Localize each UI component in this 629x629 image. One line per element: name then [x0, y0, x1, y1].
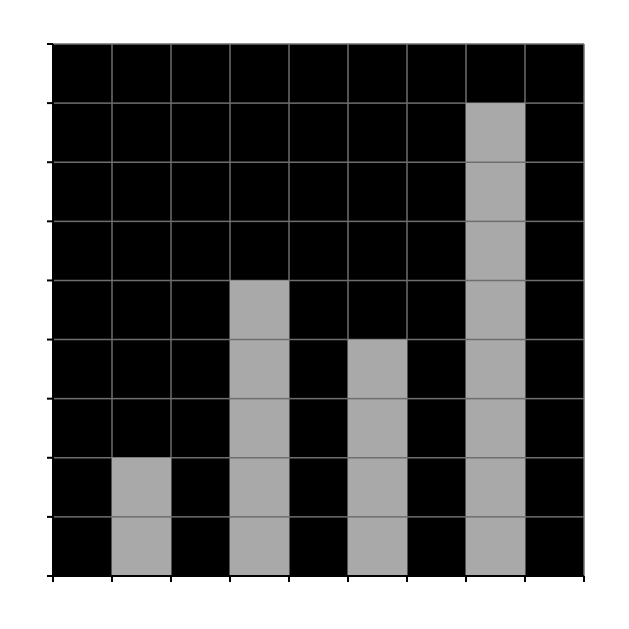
bars	[112, 103, 525, 576]
axes	[47, 43, 585, 582]
bar-3	[230, 280, 289, 576]
